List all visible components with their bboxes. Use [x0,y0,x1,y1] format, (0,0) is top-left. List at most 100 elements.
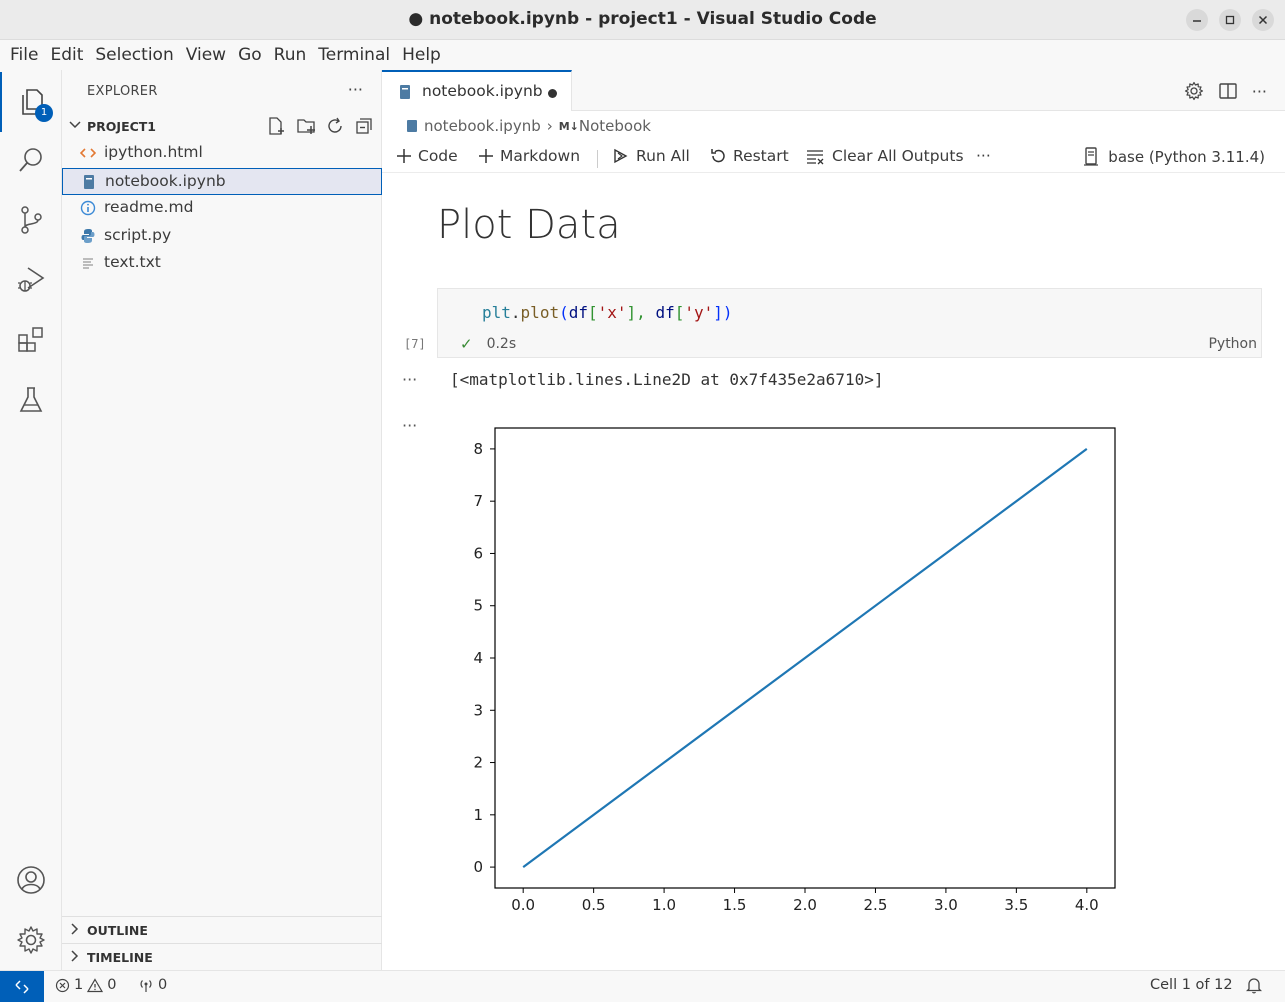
close-button[interactable] [1252,9,1274,31]
ports-indicator[interactable]: 0 [138,977,167,993]
file-item-notebook-ipynb[interactable]: notebook.ipynb [62,168,382,195]
close-icon [1258,15,1268,25]
cell-execution-status: ✓ 0.2s [460,335,516,353]
file-item-text-txt[interactable]: text.txt [62,250,382,277]
x-tick-label: 1.0 [652,896,676,914]
y-tick-label: 8 [473,440,483,458]
cell-language-picker[interactable]: Python [1208,336,1257,352]
series-line-0 [522,448,1088,868]
code-token: ( [559,303,569,322]
info-icon [80,200,96,216]
kernel-label: base (Python 3.11.4) [1108,148,1265,166]
file-item-ipython-html[interactable]: ipython.html [62,140,382,167]
error-icon [55,978,70,992]
restart-label: Restart [733,147,789,165]
add-markdown-cell-button[interactable]: Markdown [478,147,580,165]
add-code-cell-button[interactable]: Code [396,147,458,165]
timeline-section[interactable]: TIMELINE [62,943,382,970]
file-item-script-py[interactable]: script.py [62,223,382,250]
toolbar-more-button[interactable]: ··· [976,147,991,165]
menu-file[interactable]: File [10,45,39,65]
restart-button[interactable]: Restart [709,147,789,165]
project-folder-header[interactable]: PROJECT1 [62,116,382,138]
ports-count: 0 [158,977,168,993]
notebook-icon [81,174,97,190]
outline-section[interactable]: OUTLINE [62,916,382,943]
new-folder-icon[interactable] [296,116,316,136]
window-title: ● notebook.ipynb - project1 - Visual Stu… [408,9,877,29]
clear-all-outputs-button[interactable]: Clear All Outputs [806,147,964,165]
output-actions-button[interactable]: ··· [402,370,418,389]
notebook-settings-gear-icon[interactable] [1184,81,1204,101]
server-environment-icon [1084,147,1099,166]
code-line[interactable]: plt.plot(df['x'], df['y']) [482,303,733,322]
activity-accounts[interactable] [0,850,62,910]
activity-search[interactable] [0,130,62,190]
warning-icon [87,977,104,992]
menu-go[interactable]: Go [238,45,262,65]
y-tick-label: 3 [473,701,483,719]
file-item-readme-md[interactable]: readme.md [62,195,382,222]
code-token: plot [520,303,560,322]
success-check-icon: ✓ [460,335,473,353]
editor-more-actions-button[interactable]: ··· [1251,81,1267,101]
breadcrumb-section[interactable]: Notebook [578,117,651,135]
markdown-heading[interactable]: Plot Data [437,202,621,248]
breadcrumb-file[interactable]: notebook.ipynb [424,117,541,135]
kernel-picker[interactable]: base (Python 3.11.4) [1082,147,1265,167]
code-token: df [568,303,588,322]
unsaved-dot-icon[interactable] [548,89,557,98]
new-file-icon[interactable] [267,116,287,136]
code-token: [ [674,303,685,322]
collapse-all-icon[interactable] [354,116,374,136]
output-actions-button[interactable]: ··· [402,416,418,435]
activity-run-debug[interactable] [0,250,62,310]
x-tick-label: 4.0 [1075,896,1099,914]
explorer-more-button[interactable]: ··· [347,80,363,99]
refresh-icon[interactable] [325,116,345,136]
remote-indicator[interactable] [0,971,44,1002]
menu-bar: File Edit Selection View Go Run Terminal… [0,40,1285,70]
code-token: df [655,303,675,322]
activity-extensions[interactable] [0,310,62,370]
activity-explorer[interactable]: 1 [0,72,62,132]
chevron-down-icon [69,121,81,129]
warning-count: 0 [107,977,117,993]
menu-terminal[interactable]: Terminal [318,45,391,65]
notifications-button[interactable] [1246,977,1262,994]
tab-notebook-ipynb[interactable]: notebook.ipynb [382,70,572,111]
project-folder-label: PROJECT1 [87,119,157,134]
notebook-toolbar: Code Markdown Run All Restart Clear All … [382,143,1285,173]
split-editor-icon[interactable] [1218,81,1238,101]
activity-manage[interactable] [0,910,62,970]
y-tick-label: 5 [473,597,483,615]
add-markdown-label: Markdown [500,147,581,165]
problems-indicator[interactable]: 1 0 [55,977,116,993]
menu-help[interactable]: Help [402,45,441,65]
cell-position[interactable]: Cell 1 of 12 [1150,977,1233,993]
run-all-label: Run All [636,147,690,165]
text-output: [<matplotlib.lines.Line2D at 0x7f435e2a6… [450,370,884,389]
tab-bar: notebook.ipynb ··· [382,70,1285,111]
minimize-icon [1193,20,1201,22]
activity-source-control[interactable] [0,190,62,250]
minimize-button[interactable] [1186,9,1208,31]
account-icon [17,866,45,894]
x-tick-label: 3.5 [1004,896,1028,914]
code-token: 'x' [597,303,627,322]
tab-label: notebook.ipynb [422,82,543,100]
text-file-icon [80,255,96,271]
code-cell-editor[interactable]: plt.plot(df['x'], df['y']) [437,288,1262,358]
menu-view[interactable]: View [185,45,227,65]
menu-run[interactable]: Run [273,45,307,65]
code-token: . [510,303,521,322]
menu-edit[interactable]: Edit [50,45,84,65]
code-token: ], [626,303,656,322]
activity-testing[interactable] [0,370,62,430]
remote-icon [15,980,29,994]
notebook-icon [407,120,417,132]
run-all-button[interactable]: Run All [612,147,690,165]
notebook-icon [400,85,410,99]
menu-selection[interactable]: Selection [95,45,174,65]
maximize-button[interactable] [1219,9,1241,31]
